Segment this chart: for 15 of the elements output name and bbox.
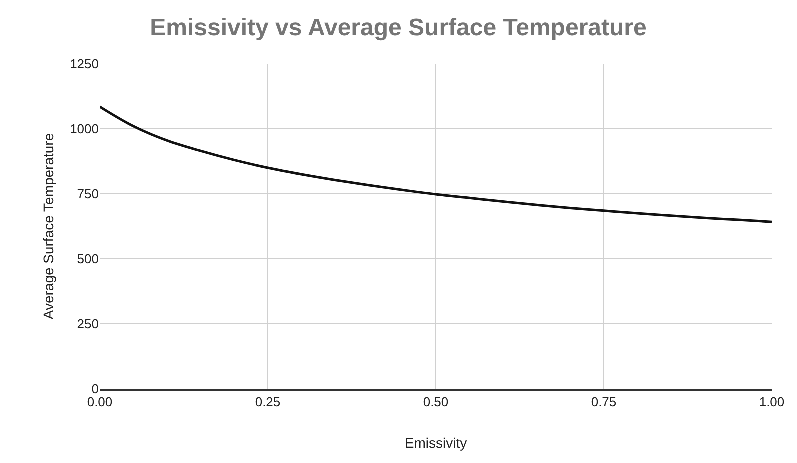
x-axis-title: Emissivity xyxy=(404,435,468,452)
y-tick-label: 750 xyxy=(77,186,99,202)
x-tick-label: 0.00 xyxy=(87,394,113,410)
x-tick-label: 0.50 xyxy=(423,394,449,410)
x-tick-label: 0.25 xyxy=(255,394,281,410)
line-series xyxy=(100,106,772,224)
y-tick-label: 1000 xyxy=(70,122,99,137)
y-tick-label: 500 xyxy=(77,252,99,267)
x-tick-label: 1.00 xyxy=(759,394,785,410)
y-tick-label: 1250 xyxy=(70,56,99,72)
chart-title: Emissivity vs Average Surface Temperature xyxy=(150,14,647,42)
x-tick-label: 0.75 xyxy=(591,394,617,410)
y-tick-label: 250 xyxy=(77,316,99,332)
y-axis-title: Average Surface Temperature xyxy=(40,133,57,320)
y-tick-label: 0 xyxy=(92,382,99,397)
